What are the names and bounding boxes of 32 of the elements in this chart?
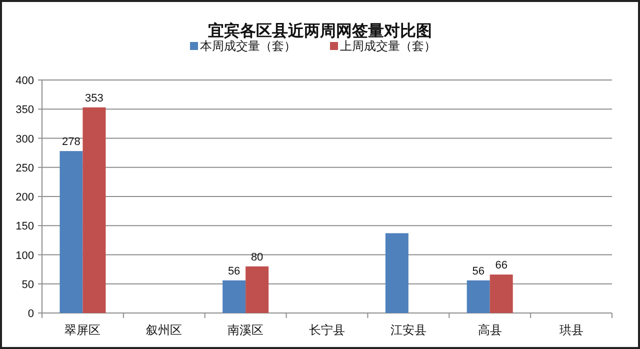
data-label: 353 (85, 92, 104, 104)
y-tick-label: 150 (16, 220, 34, 233)
x-tick-label: 南溪区 (228, 323, 264, 337)
y-tick-label: 250 (16, 162, 34, 174)
y-tick-label: 0 (28, 308, 34, 320)
data-label: 56 (472, 265, 484, 278)
bar (385, 233, 408, 313)
data-label: 56 (228, 265, 240, 278)
x-tick-label: 江安县 (390, 323, 426, 337)
chart-title: 宜宾各区县近两周网签量对比图 (208, 21, 432, 40)
y-tick-label: 50 (22, 278, 34, 291)
bar (466, 280, 490, 313)
y-tick-label: 400 (16, 75, 34, 87)
bar (222, 280, 246, 313)
legend-label: 本周成交量（套） (200, 39, 296, 53)
bar (490, 274, 513, 313)
x-tick-label: 翠屏区 (64, 323, 101, 337)
x-tick-label: 长宁县 (309, 323, 345, 337)
y-tick-label: 100 (16, 250, 34, 262)
bar (60, 151, 83, 313)
x-tick-label: 珙县 (559, 323, 584, 337)
y-tick-label: 300 (16, 133, 34, 146)
y-tick-label: 200 (16, 192, 34, 204)
data-label: 278 (62, 136, 80, 148)
x-tick-label: 高县 (478, 323, 502, 337)
data-label: 66 (495, 260, 508, 272)
data-label: 80 (250, 251, 264, 264)
x-tick-label: 叙州区 (146, 323, 182, 337)
bar (246, 266, 269, 313)
bar (82, 107, 106, 313)
legend-label: 上周成交量（套） (340, 39, 436, 53)
y-tick-label: 350 (16, 104, 34, 116)
